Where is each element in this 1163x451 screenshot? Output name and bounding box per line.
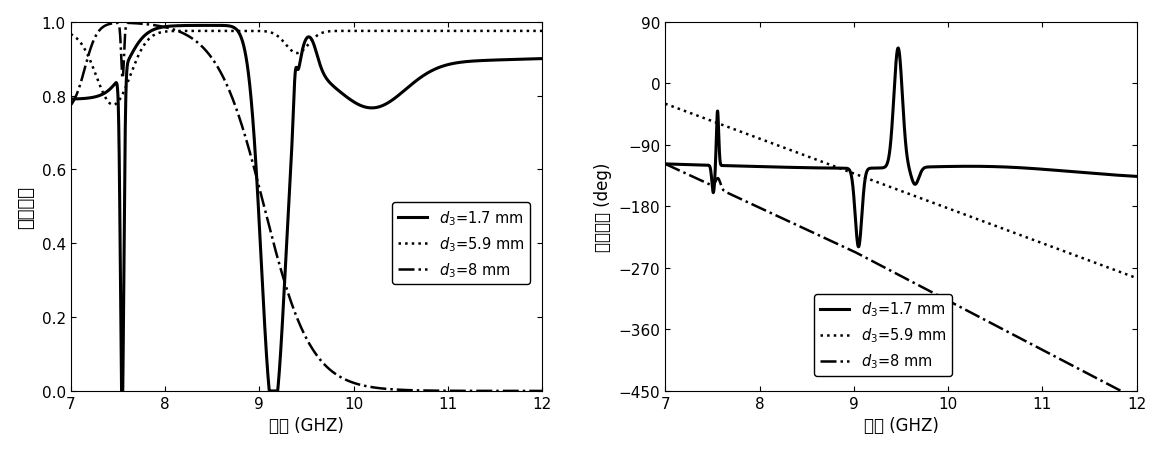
Y-axis label: 透射相位 (deg): 透射相位 (deg) [593,162,612,251]
Legend: $d_3$=1.7 mm, $d_3$=5.9 mm, $d_3$=8 mm: $d_3$=1.7 mm, $d_3$=5.9 mm, $d_3$=8 mm [814,294,952,377]
X-axis label: 频率 (GHZ): 频率 (GHZ) [269,416,344,434]
Y-axis label: 透射幅度: 透射幅度 [16,185,35,228]
Legend: $d_3$=1.7 mm, $d_3$=5.9 mm, $d_3$=8 mm: $d_3$=1.7 mm, $d_3$=5.9 mm, $d_3$=8 mm [392,202,530,285]
X-axis label: 频率 (GHZ): 频率 (GHZ) [863,416,939,434]
